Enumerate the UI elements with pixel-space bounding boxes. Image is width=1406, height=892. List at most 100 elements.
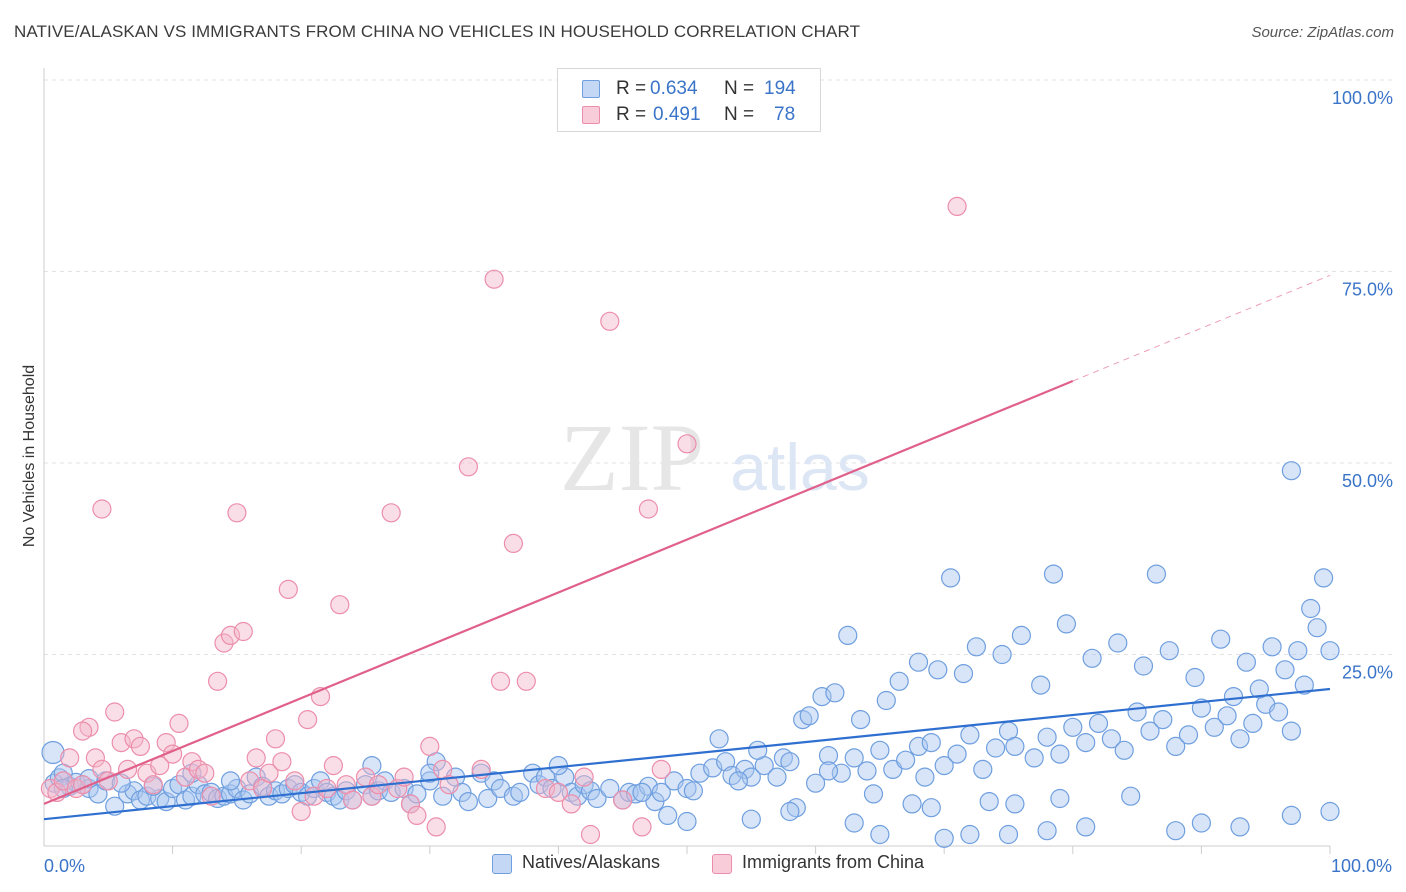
china-point bbox=[561, 794, 581, 814]
china-point bbox=[638, 499, 659, 519]
native-point bbox=[1005, 736, 1025, 757]
china-point bbox=[291, 801, 311, 822]
native-point bbox=[1281, 461, 1302, 481]
series-natives-alaskans bbox=[41, 461, 1340, 848]
china-point bbox=[60, 748, 80, 768]
r-label: R = bbox=[616, 104, 647, 125]
y-axis-label: No Vehicles in Household bbox=[21, 364, 38, 548]
native-point bbox=[1320, 641, 1340, 661]
n-label: N = bbox=[724, 78, 755, 99]
native-point bbox=[690, 763, 710, 783]
native-point bbox=[992, 644, 1012, 665]
stats-legend: R = 0.634 N = 194 R = 0.491 N = 78 bbox=[557, 68, 821, 132]
native-point bbox=[947, 744, 967, 764]
china-point bbox=[182, 752, 202, 772]
native-point bbox=[748, 740, 768, 760]
r-value-pink: 0.491 bbox=[653, 104, 701, 125]
native-point bbox=[889, 671, 909, 691]
native-point bbox=[1153, 709, 1173, 730]
native-point bbox=[953, 663, 974, 684]
native-point bbox=[1005, 794, 1025, 814]
china-point bbox=[130, 736, 150, 757]
china-point bbox=[285, 771, 305, 791]
native-point bbox=[600, 778, 620, 799]
trend-line-natives bbox=[43, 687, 1331, 821]
native-point bbox=[587, 788, 607, 809]
native-point bbox=[1133, 656, 1154, 676]
china-point bbox=[214, 633, 234, 653]
china-point bbox=[407, 805, 427, 826]
native-point bbox=[966, 637, 987, 657]
china-point bbox=[278, 579, 298, 600]
china-point bbox=[208, 671, 228, 691]
china-point bbox=[220, 625, 241, 646]
native-point bbox=[728, 771, 749, 791]
native-point bbox=[1011, 625, 1032, 646]
n-value-blue: 194 bbox=[764, 78, 796, 99]
china-point bbox=[580, 824, 601, 845]
native-point bbox=[799, 706, 819, 726]
native-point bbox=[921, 732, 941, 753]
china-point bbox=[227, 503, 247, 523]
native-point bbox=[805, 773, 826, 793]
native-point bbox=[510, 782, 530, 803]
china-point bbox=[632, 817, 652, 837]
native-point bbox=[1268, 702, 1289, 722]
china-point bbox=[233, 621, 253, 642]
y-tick-label: 50.0% bbox=[1342, 471, 1393, 491]
china-point bbox=[246, 748, 266, 768]
native-point bbox=[921, 798, 941, 818]
china-point bbox=[484, 269, 504, 289]
native-point bbox=[1088, 713, 1109, 734]
native-point bbox=[1050, 744, 1070, 764]
china-point bbox=[156, 732, 176, 753]
y-tick-label: 75.0% bbox=[1342, 280, 1393, 300]
native-point bbox=[1307, 618, 1327, 638]
y-tick-label: 25.0% bbox=[1342, 663, 1393, 683]
china-point bbox=[298, 709, 318, 730]
china-point bbox=[651, 759, 671, 780]
china-point bbox=[169, 713, 189, 734]
china-point bbox=[490, 671, 511, 691]
pink-swatch bbox=[582, 106, 600, 124]
china-point bbox=[516, 671, 536, 691]
native-point bbox=[1301, 598, 1321, 619]
china-point bbox=[105, 702, 125, 722]
watermark: ZIP atlas bbox=[560, 404, 870, 511]
native-point bbox=[818, 745, 839, 766]
native-point bbox=[908, 652, 929, 672]
china-point bbox=[458, 457, 478, 477]
china-point bbox=[503, 533, 524, 554]
native-point bbox=[1191, 813, 1212, 833]
native-point bbox=[895, 750, 916, 770]
watermark-zip: ZIP bbox=[560, 404, 704, 511]
native-point bbox=[838, 625, 858, 646]
native-point bbox=[1275, 660, 1295, 680]
native-point bbox=[1204, 717, 1224, 737]
native-point bbox=[1166, 736, 1186, 757]
native-point bbox=[632, 782, 652, 803]
china-point bbox=[323, 755, 343, 776]
china-point bbox=[330, 595, 350, 615]
native-point bbox=[825, 683, 845, 703]
native-point bbox=[741, 809, 761, 829]
native-point bbox=[1050, 788, 1070, 809]
source-note: Source: ZipAtlas.com bbox=[1251, 24, 1394, 41]
trend-line-china bbox=[43, 380, 1074, 805]
native-point bbox=[960, 824, 980, 845]
native-point bbox=[863, 784, 884, 804]
native-point bbox=[651, 782, 671, 803]
native-point bbox=[1288, 641, 1308, 661]
legend-label-natives: Natives/Alaskans bbox=[522, 852, 661, 872]
legend-swatch-pink bbox=[712, 854, 732, 874]
native-point bbox=[960, 725, 980, 745]
native-point bbox=[1320, 801, 1340, 822]
native-point bbox=[1037, 727, 1057, 747]
china-point bbox=[381, 503, 401, 523]
china-point bbox=[143, 775, 163, 795]
native-point bbox=[915, 767, 935, 787]
r-label: R = bbox=[616, 78, 647, 99]
blue-swatch bbox=[582, 80, 600, 98]
native-point bbox=[41, 740, 65, 765]
